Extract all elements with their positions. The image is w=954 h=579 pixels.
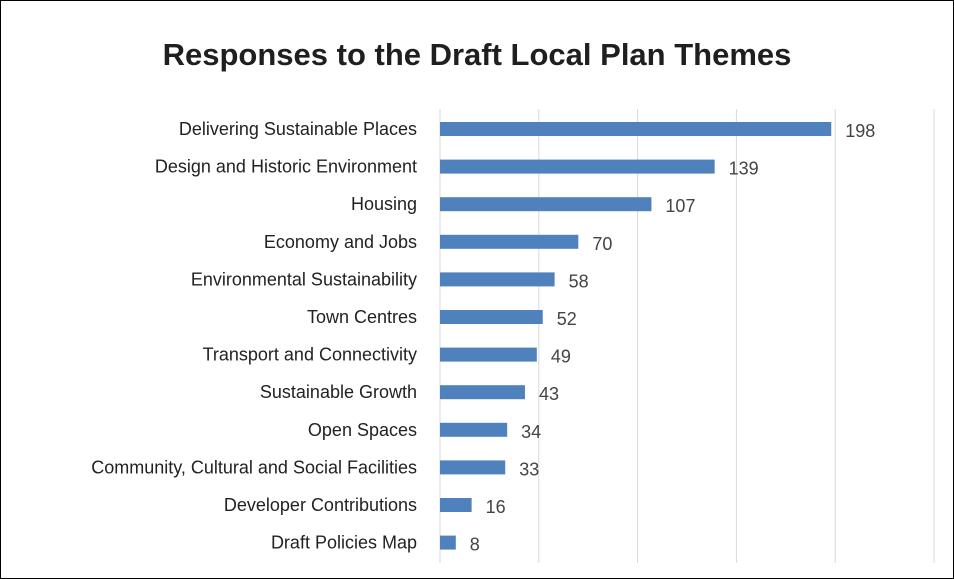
data-label: 198 xyxy=(845,121,875,141)
bar xyxy=(440,347,537,362)
data-label: 16 xyxy=(486,497,506,517)
category-label: Transport and Connectivity xyxy=(203,345,417,365)
data-label: 34 xyxy=(521,422,541,442)
category-label: Design and Historic Environment xyxy=(155,157,417,177)
bar xyxy=(440,234,579,249)
bar xyxy=(440,159,715,174)
bar xyxy=(440,422,508,437)
category-label: Economy and Jobs xyxy=(264,232,417,252)
bars xyxy=(440,122,832,550)
category-label: Draft Policies Map xyxy=(271,533,417,553)
category-label: Open Spaces xyxy=(308,420,417,440)
bar xyxy=(440,535,456,550)
bar xyxy=(440,272,555,287)
category-label: Housing xyxy=(351,194,417,214)
bar xyxy=(440,498,472,512)
category-label: Delivering Sustainable Places xyxy=(179,119,417,139)
bar xyxy=(440,385,525,400)
data-label: 8 xyxy=(470,535,480,555)
bar xyxy=(440,460,506,475)
category-label: Sustainable Growth xyxy=(260,382,417,402)
gridlines xyxy=(439,109,935,563)
category-label: Developer Contributions xyxy=(224,495,417,515)
bar xyxy=(440,310,543,324)
category-label: Environmental Sustainability xyxy=(191,269,417,289)
category-label: Town Centres xyxy=(307,307,417,327)
category-label: Community, Cultural and Social Facilitie… xyxy=(91,457,417,477)
data-label: 139 xyxy=(729,159,759,179)
data-label: 58 xyxy=(569,271,589,291)
data-label: 43 xyxy=(539,384,559,404)
data-label: 52 xyxy=(557,309,577,329)
data-label: 107 xyxy=(665,196,695,216)
bar xyxy=(440,197,652,212)
category-labels: Delivering Sustainable Places Design and … xyxy=(91,119,417,553)
data-label: 33 xyxy=(519,459,539,479)
data-label: 70 xyxy=(592,234,612,254)
data-label: 49 xyxy=(551,347,571,367)
bar xyxy=(440,122,832,136)
chart-title: Responses to the Draft Local Plan Themes xyxy=(162,37,792,72)
